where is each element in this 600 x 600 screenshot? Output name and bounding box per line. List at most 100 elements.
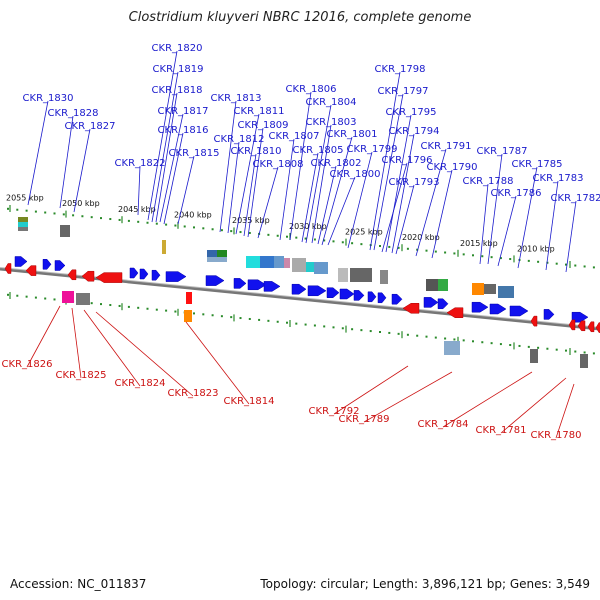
tick-dot	[248, 231, 251, 234]
feature-block	[426, 279, 438, 291]
tick-dot	[453, 338, 456, 341]
label-ckr-1799-leader	[347, 151, 373, 249]
scale-label-2055-kbp: 2055 kbp	[6, 194, 44, 203]
tick-dot	[434, 336, 437, 339]
label-ckr-1796: CKR_1796	[382, 155, 433, 166]
label-ckr-1794-leader	[391, 133, 415, 254]
label-ckr-1815: CKR_1815	[169, 148, 220, 159]
label-ckr-1781-leader	[500, 377, 567, 434]
tick-dot	[258, 318, 261, 321]
tick-dot	[444, 337, 447, 340]
label-ckr-1801: CKR_1801	[327, 129, 378, 140]
label-ckr-1809-leader	[247, 127, 264, 238]
tick-dot	[537, 346, 540, 349]
label-ckr-1807-leader	[279, 138, 295, 241]
label-ckr-1802: CKR_1802	[311, 158, 362, 169]
tick-dot	[397, 246, 400, 249]
reverse-gene-arrow	[402, 303, 420, 314]
label-ckr-1814-leader	[185, 321, 250, 405]
forward-gene-arrow	[139, 268, 149, 280]
label-ckr-1797: CKR_1797	[378, 86, 429, 97]
label-ckr-1786-leader	[497, 195, 517, 267]
tick-dot	[137, 220, 140, 223]
reverse-gene-arrow	[595, 322, 600, 333]
tick-dot	[406, 333, 409, 336]
scale-label-2030-kbp: 2030 kbp	[289, 222, 327, 231]
feature-block	[186, 292, 192, 304]
feature-block	[438, 279, 448, 291]
label-ckr-1808: CKR_1808	[253, 159, 304, 170]
tick-dot	[230, 316, 233, 319]
forward-gene-arrow	[543, 309, 555, 320]
tick-dot	[53, 212, 56, 215]
feature-block	[350, 268, 372, 282]
label-ckr-1819: CKR_1819	[153, 64, 204, 75]
forward-gene-arrow	[151, 269, 161, 281]
label-ckr-1803-leader	[311, 124, 332, 244]
label-ckr-1781: CKR_1781	[476, 425, 527, 436]
reverse-gene-arrow	[81, 270, 95, 282]
feature-block	[18, 222, 28, 227]
tick-dot	[230, 230, 233, 233]
tick-dot	[323, 325, 326, 328]
feature-block	[76, 293, 90, 305]
label-ckr-1812-leader	[227, 141, 240, 234]
label-ckr-1787-leader	[487, 153, 503, 265]
feature-block	[292, 258, 306, 272]
label-ckr-1823-leader	[95, 311, 194, 397]
tick-dot	[53, 298, 56, 301]
tick-dot	[574, 350, 577, 353]
tick-dot	[388, 245, 391, 248]
forward-gene-arrow	[353, 290, 365, 301]
label-ckr-1807: CKR_1807	[269, 131, 320, 142]
forward-gene-arrow	[437, 298, 449, 310]
label-ckr-1811: CKR_1811	[234, 106, 285, 117]
label-ckr-1810: CKR_1810	[231, 146, 282, 157]
label-ckr-1825-leader	[71, 307, 82, 379]
label-ckr-1830: CKR_1830	[23, 93, 74, 104]
label-ckr-1818-leader	[155, 92, 178, 223]
feature-block	[162, 240, 166, 254]
label-ckr-1827-leader	[73, 128, 91, 213]
label-ckr-1800: CKR_1800	[330, 169, 381, 180]
scale-label-2040-kbp: 2040 kbp	[174, 210, 212, 219]
reverse-gene-arrow	[577, 320, 586, 332]
label-ckr-1815-leader	[177, 155, 195, 225]
feature-block	[338, 268, 348, 282]
tick-dot	[211, 228, 214, 231]
label-ckr-1811-leader	[235, 113, 260, 235]
feature-block	[207, 257, 227, 262]
tick-dot	[537, 260, 540, 263]
tick-dot	[481, 341, 484, 344]
forward-gene-arrow	[205, 275, 225, 286]
forward-gene-arrow	[54, 260, 66, 271]
tick-dot	[202, 313, 205, 316]
tick-dot	[583, 351, 586, 354]
tick-dot	[146, 221, 149, 224]
tick-dot	[165, 309, 168, 312]
feature-block	[207, 250, 217, 257]
tick-dot	[416, 334, 419, 337]
label-ckr-1795: CKR_1795	[386, 107, 437, 118]
feature-block	[217, 250, 227, 257]
tick-dot	[313, 238, 316, 241]
label-ckr-1786: CKR_1786	[491, 188, 542, 199]
label-ckr-1804: CKR_1804	[306, 97, 357, 108]
tick-dot	[425, 249, 428, 252]
label-ckr-1818: CKR_1818	[152, 85, 203, 96]
tick-dot	[137, 306, 140, 309]
feature-block	[580, 354, 588, 368]
tick-dot	[211, 314, 214, 317]
tick-dot	[239, 231, 242, 234]
tick-dot	[34, 210, 37, 213]
label-ckr-1827: CKR_1827	[65, 121, 116, 132]
tick-dot	[239, 317, 242, 320]
label-ckr-1792: CKR_1792	[309, 406, 360, 417]
feature-block	[18, 227, 28, 231]
tick-dot	[555, 348, 558, 351]
feature-block	[314, 262, 328, 274]
label-ckr-1782-leader	[565, 200, 577, 273]
forward-gene-arrow	[326, 287, 340, 298]
tick-dot	[25, 209, 28, 212]
tick-dot	[406, 247, 409, 250]
